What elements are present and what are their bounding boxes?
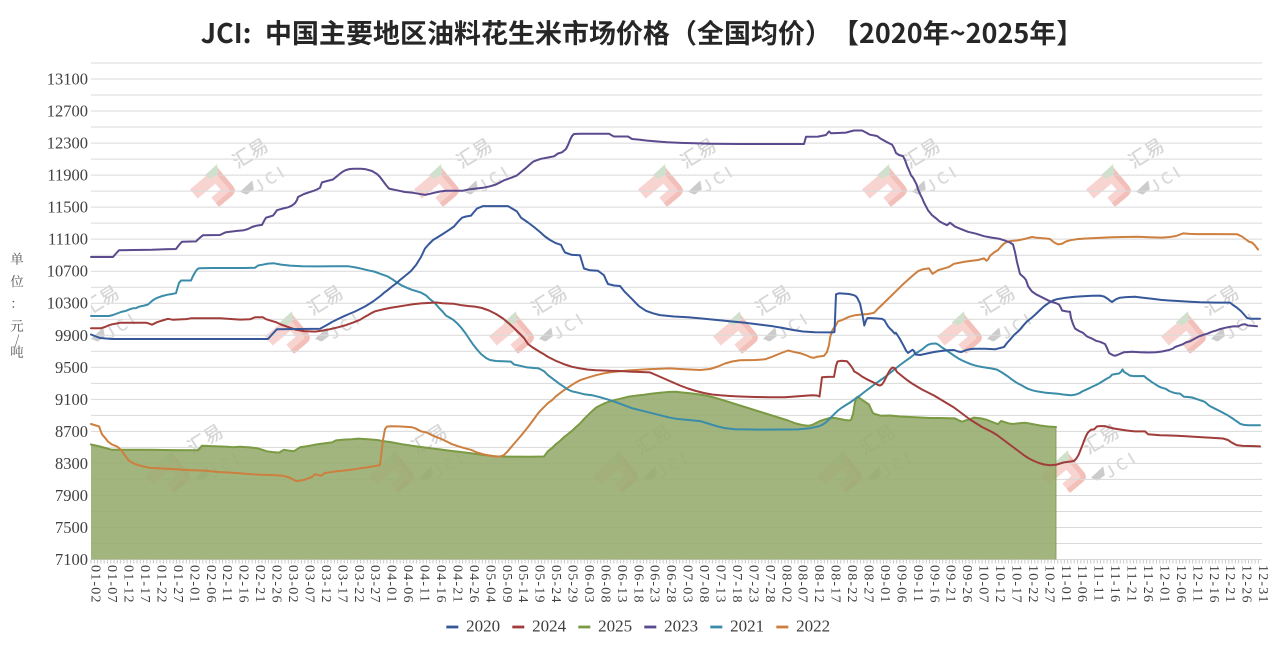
svg-text:05-14: 05-14 xyxy=(515,565,530,604)
svg-text:09-11: 09-11 xyxy=(910,565,925,603)
svg-text:12-11: 12-11 xyxy=(1189,565,1204,603)
svg-text:10300: 10300 xyxy=(47,294,88,313)
svg-text:2021: 2021 xyxy=(730,616,764,635)
svg-text:09-21: 09-21 xyxy=(943,565,958,604)
svg-text:06-23: 06-23 xyxy=(647,565,662,604)
svg-text:06-13: 06-13 xyxy=(614,565,629,604)
svg-text:12-16: 12-16 xyxy=(1206,565,1221,604)
svg-text:08-22: 08-22 xyxy=(844,565,859,604)
svg-text:02-11: 02-11 xyxy=(219,565,234,603)
svg-text:12-26: 12-26 xyxy=(1239,565,1254,604)
svg-text:05-09: 05-09 xyxy=(499,565,514,604)
svg-text:11-16: 11-16 xyxy=(1107,565,1122,603)
svg-text:04-01: 04-01 xyxy=(384,565,399,604)
svg-text:01-07: 01-07 xyxy=(104,565,119,604)
svg-text:12300: 12300 xyxy=(47,134,88,153)
svg-text:9100: 9100 xyxy=(55,390,88,409)
svg-text:06-18: 06-18 xyxy=(630,565,645,604)
svg-text:08-07: 08-07 xyxy=(795,565,810,604)
svg-text:02-26: 02-26 xyxy=(269,565,284,604)
svg-text:05-29: 05-29 xyxy=(565,565,580,604)
svg-text:01-17: 01-17 xyxy=(137,565,152,604)
svg-text:01-27: 01-27 xyxy=(170,565,185,604)
svg-text:04-26: 04-26 xyxy=(466,565,481,604)
svg-text:10-12: 10-12 xyxy=(992,565,1007,604)
svg-text:07-28: 07-28 xyxy=(762,565,777,604)
svg-text:2020: 2020 xyxy=(466,616,500,635)
svg-text:7900: 7900 xyxy=(55,486,88,505)
svg-text:2024: 2024 xyxy=(532,616,567,635)
svg-text:9900: 9900 xyxy=(55,326,88,345)
svg-text:06-08: 06-08 xyxy=(597,565,612,604)
svg-text:04-16: 04-16 xyxy=(433,565,448,604)
svg-text:02-01: 02-01 xyxy=(186,565,201,604)
svg-text:01-02: 01-02 xyxy=(88,565,103,604)
svg-text:09-01: 09-01 xyxy=(877,565,892,604)
svg-text:07-23: 07-23 xyxy=(745,565,760,604)
svg-text:10700: 10700 xyxy=(47,262,88,281)
svg-text:10-22: 10-22 xyxy=(1025,565,1040,604)
svg-text:11-21: 11-21 xyxy=(1124,565,1139,603)
svg-text:11100: 11100 xyxy=(48,230,88,249)
svg-text:11500: 11500 xyxy=(47,198,88,217)
svg-text:07-18: 07-18 xyxy=(729,565,744,604)
svg-text:02-16: 02-16 xyxy=(236,565,251,604)
svg-text:7100: 7100 xyxy=(55,550,88,569)
svg-text:04-06: 04-06 xyxy=(400,565,415,604)
svg-text:05-19: 05-19 xyxy=(532,565,547,604)
svg-text:02-06: 02-06 xyxy=(203,565,218,604)
svg-text:13100: 13100 xyxy=(47,70,88,89)
svg-text:2025: 2025 xyxy=(598,616,632,635)
svg-text:11-26: 11-26 xyxy=(1140,565,1155,603)
svg-text:9500: 9500 xyxy=(55,358,88,377)
svg-text:04-21: 04-21 xyxy=(449,565,464,604)
svg-text:07-03: 07-03 xyxy=(680,565,695,604)
svg-text:7500: 7500 xyxy=(55,518,88,537)
svg-text:07-08: 07-08 xyxy=(696,565,711,604)
svg-text:11-11: 11-11 xyxy=(1091,565,1106,603)
svg-text:09-06: 09-06 xyxy=(893,565,908,604)
svg-text:05-24: 05-24 xyxy=(548,565,563,604)
svg-text:8700: 8700 xyxy=(55,422,88,441)
svg-text:03-02: 03-02 xyxy=(285,565,300,604)
svg-text:02-21: 02-21 xyxy=(252,565,267,604)
svg-text:10-07: 10-07 xyxy=(976,565,991,604)
svg-text:03-17: 03-17 xyxy=(334,565,349,604)
svg-text:08-17: 08-17 xyxy=(828,565,843,604)
svg-text:2023: 2023 xyxy=(664,616,698,635)
svg-text:12700: 12700 xyxy=(47,102,88,121)
svg-text:01-12: 01-12 xyxy=(121,565,136,604)
svg-text:04-11: 04-11 xyxy=(417,565,432,603)
svg-text:09-26: 09-26 xyxy=(959,565,974,604)
svg-text:06-28: 06-28 xyxy=(663,565,678,604)
svg-text:07-13: 07-13 xyxy=(713,565,728,604)
svg-text:10-27: 10-27 xyxy=(1041,565,1056,604)
svg-text:09-16: 09-16 xyxy=(926,565,941,604)
svg-text:8300: 8300 xyxy=(55,454,88,473)
svg-text:03-22: 03-22 xyxy=(351,565,366,604)
svg-text:11900: 11900 xyxy=(47,166,88,185)
svg-text:03-07: 03-07 xyxy=(301,565,316,604)
svg-text:08-12: 08-12 xyxy=(811,565,826,604)
svg-text:12-21: 12-21 xyxy=(1222,565,1237,604)
svg-text:08-27: 08-27 xyxy=(860,565,875,604)
svg-text:10-17: 10-17 xyxy=(1008,565,1023,604)
svg-text:12-06: 12-06 xyxy=(1173,565,1188,604)
svg-text:11-06: 11-06 xyxy=(1074,565,1089,603)
svg-text:08-02: 08-02 xyxy=(778,565,793,604)
svg-text:03-12: 03-12 xyxy=(318,565,333,604)
svg-text:12-31: 12-31 xyxy=(1255,565,1270,604)
svg-text:11-01: 11-01 xyxy=(1058,565,1073,603)
svg-text:03-27: 03-27 xyxy=(367,565,382,604)
svg-text:2022: 2022 xyxy=(796,616,830,635)
svg-text:05-04: 05-04 xyxy=(482,565,497,604)
svg-text:06-03: 06-03 xyxy=(581,565,596,604)
svg-text:01-22: 01-22 xyxy=(153,565,168,604)
svg-text:12-01: 12-01 xyxy=(1156,565,1171,604)
